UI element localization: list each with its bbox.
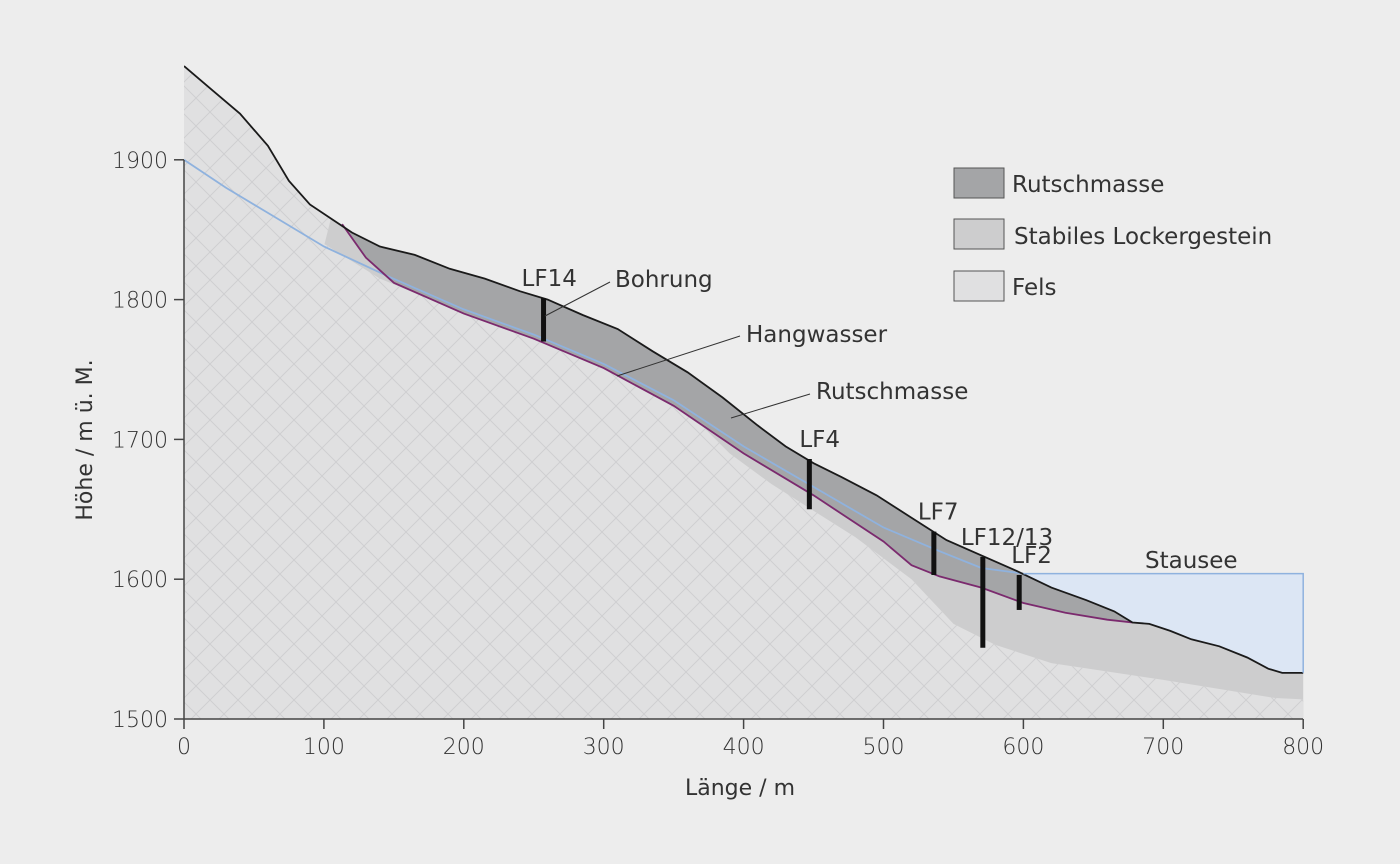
legend-swatch-rutschmasse: [953, 167, 1005, 199]
annotations: Bohrung Hangwasser Rutschmasse Stausee: [544, 267, 1238, 574]
legend-label-stabiles-lockergestein: Stabiles Lockergestein: [1014, 224, 1272, 250]
stausee-outline: [1023, 572, 1304, 673]
y-tick-label: 1800: [112, 289, 168, 314]
legend: Rutschmasse Stabiles Lockergestein Fels: [953, 167, 1272, 302]
borehole-label: LF12/13: [961, 525, 1053, 551]
axes: 0 100 200 300 400 500 600 700 800 1500 1600 1700 18…: [73, 149, 1324, 801]
x-tick-label: 800: [1282, 735, 1324, 760]
borehole-label: LF14: [522, 266, 577, 292]
x-tick-label: 500: [863, 735, 905, 760]
legend-label-fels: Fels: [1012, 275, 1057, 301]
borehole-label: LF2: [1011, 543, 1052, 569]
bohrung-label: Bohrung: [615, 267, 713, 293]
y-tick-label: 1500: [112, 708, 168, 733]
x-tick-label: 300: [583, 735, 625, 760]
fels-hatch-pattern: [184, 159, 1304, 720]
terrain-surface-line: [184, 65, 1304, 674]
bohrung-leader: [544, 281, 611, 317]
hangwasser-label: Hangwasser: [746, 322, 888, 348]
fels-upper-hatch: [184, 66, 331, 247]
y-tick-label: 1700: [112, 428, 168, 453]
y-tick-label: 1900: [112, 149, 168, 174]
x-tick-label: 400: [723, 735, 765, 760]
hangwasser-line: [184, 159, 1024, 575]
x-ticks: 0 100 200 300 400 500 600 700 800: [177, 719, 1324, 760]
legend-swatch-stabiles-lockergestein: [953, 218, 1005, 250]
y-ticks: 1500 1600 1700 1800 1900: [112, 149, 184, 733]
legend-label-rutschmasse: Rutschmasse: [1012, 172, 1164, 198]
y-tick-label: 1600: [112, 568, 168, 593]
borehole-label: LF7: [918, 500, 959, 526]
legend-swatch-fels: [953, 270, 1005, 302]
x-tick-label: 200: [443, 735, 485, 760]
hangwasser-leader: [616, 335, 741, 377]
rutschmasse-label: Rutschmasse: [816, 379, 968, 405]
x-tick-label: 700: [1142, 735, 1184, 760]
stausee-label: Stausee: [1145, 548, 1238, 574]
y-axis-title: Höhe / m ü. M.: [73, 359, 98, 520]
x-axis-title: Länge / m: [685, 776, 795, 801]
rutschmasse-area: [342, 224, 1133, 623]
x-tick-label: 600: [1002, 735, 1044, 760]
borehole-label: LF4: [799, 427, 840, 453]
x-tick-label: 0: [177, 735, 191, 760]
stausee-area: [1023, 573, 1304, 673]
sliding-surface-line: [341, 223, 1133, 624]
x-tick-label: 100: [303, 735, 345, 760]
terrain-layers: [184, 65, 1304, 720]
rutschmasse-leader: [730, 393, 811, 419]
